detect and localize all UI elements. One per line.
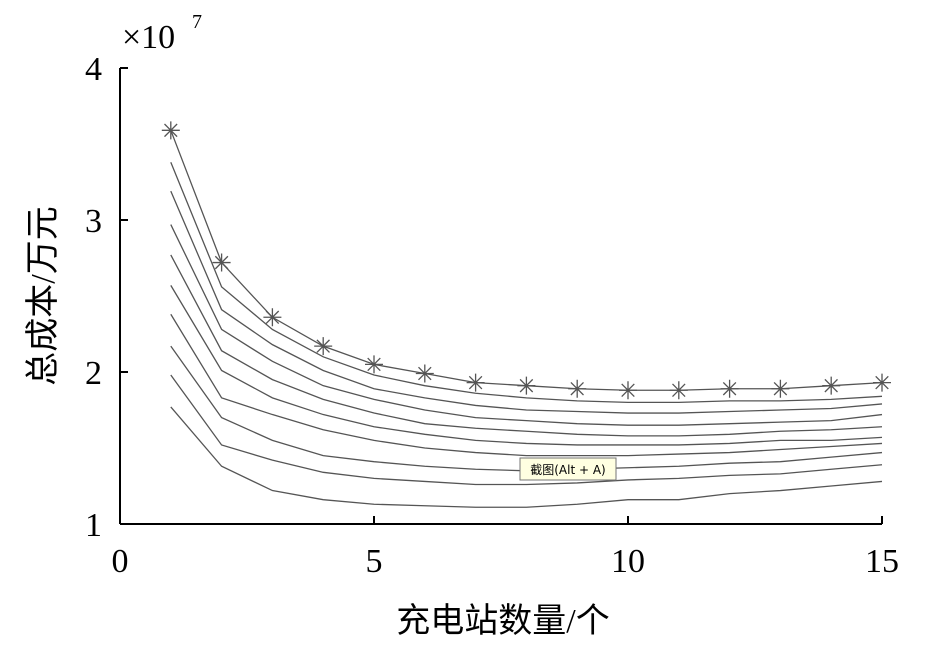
- series-line: [170, 374, 883, 486]
- asterisk-marker: [669, 381, 688, 400]
- x-axis-label: 充电站数量/个: [396, 602, 609, 640]
- asterisk-marker: [365, 355, 383, 374]
- asterisk-marker: [466, 373, 485, 392]
- asterisk-marker: [720, 379, 739, 398]
- asterisk-marker: [161, 121, 180, 140]
- asterisk-marker: [517, 376, 536, 395]
- asterisk-marker: [873, 373, 891, 392]
- y-tick-label: 2: [85, 355, 102, 392]
- asterisk-marker: [822, 376, 841, 395]
- series-line: [170, 345, 883, 472]
- series-line: [170, 224, 883, 426]
- series-line: [170, 161, 883, 404]
- y-tick-label: 1: [85, 507, 102, 544]
- tooltip-box: [519, 457, 617, 481]
- asterisk-marker: [771, 379, 790, 398]
- tooltip-text: 截图(Alt + A): [530, 463, 606, 477]
- series-line: [170, 313, 883, 457]
- x-tick-label: 5: [366, 543, 383, 580]
- y-axis-label: 总成本/万元: [24, 206, 62, 385]
- asterisk-marker: [263, 308, 282, 327]
- series-line: [170, 406, 883, 508]
- asterisk-marker: [619, 381, 637, 400]
- x-tick-label: 0: [112, 543, 129, 580]
- y-tick-label: 3: [85, 203, 102, 240]
- asterisk-marker: [415, 364, 434, 383]
- series-line: [170, 190, 883, 414]
- y-multiplier-exponent: 7: [192, 11, 202, 33]
- series-line: [170, 285, 883, 446]
- series-line: [170, 130, 883, 391]
- asterisk-marker: [314, 337, 333, 356]
- y-tick-label: 4: [85, 51, 102, 88]
- asterisk-marker: [568, 379, 587, 398]
- asterisk-marker: [212, 253, 231, 272]
- series-line: [170, 254, 883, 437]
- y-multiplier: ×10: [122, 19, 175, 56]
- x-tick-label: 15: [865, 543, 899, 580]
- x-tick-label: 10: [611, 543, 645, 580]
